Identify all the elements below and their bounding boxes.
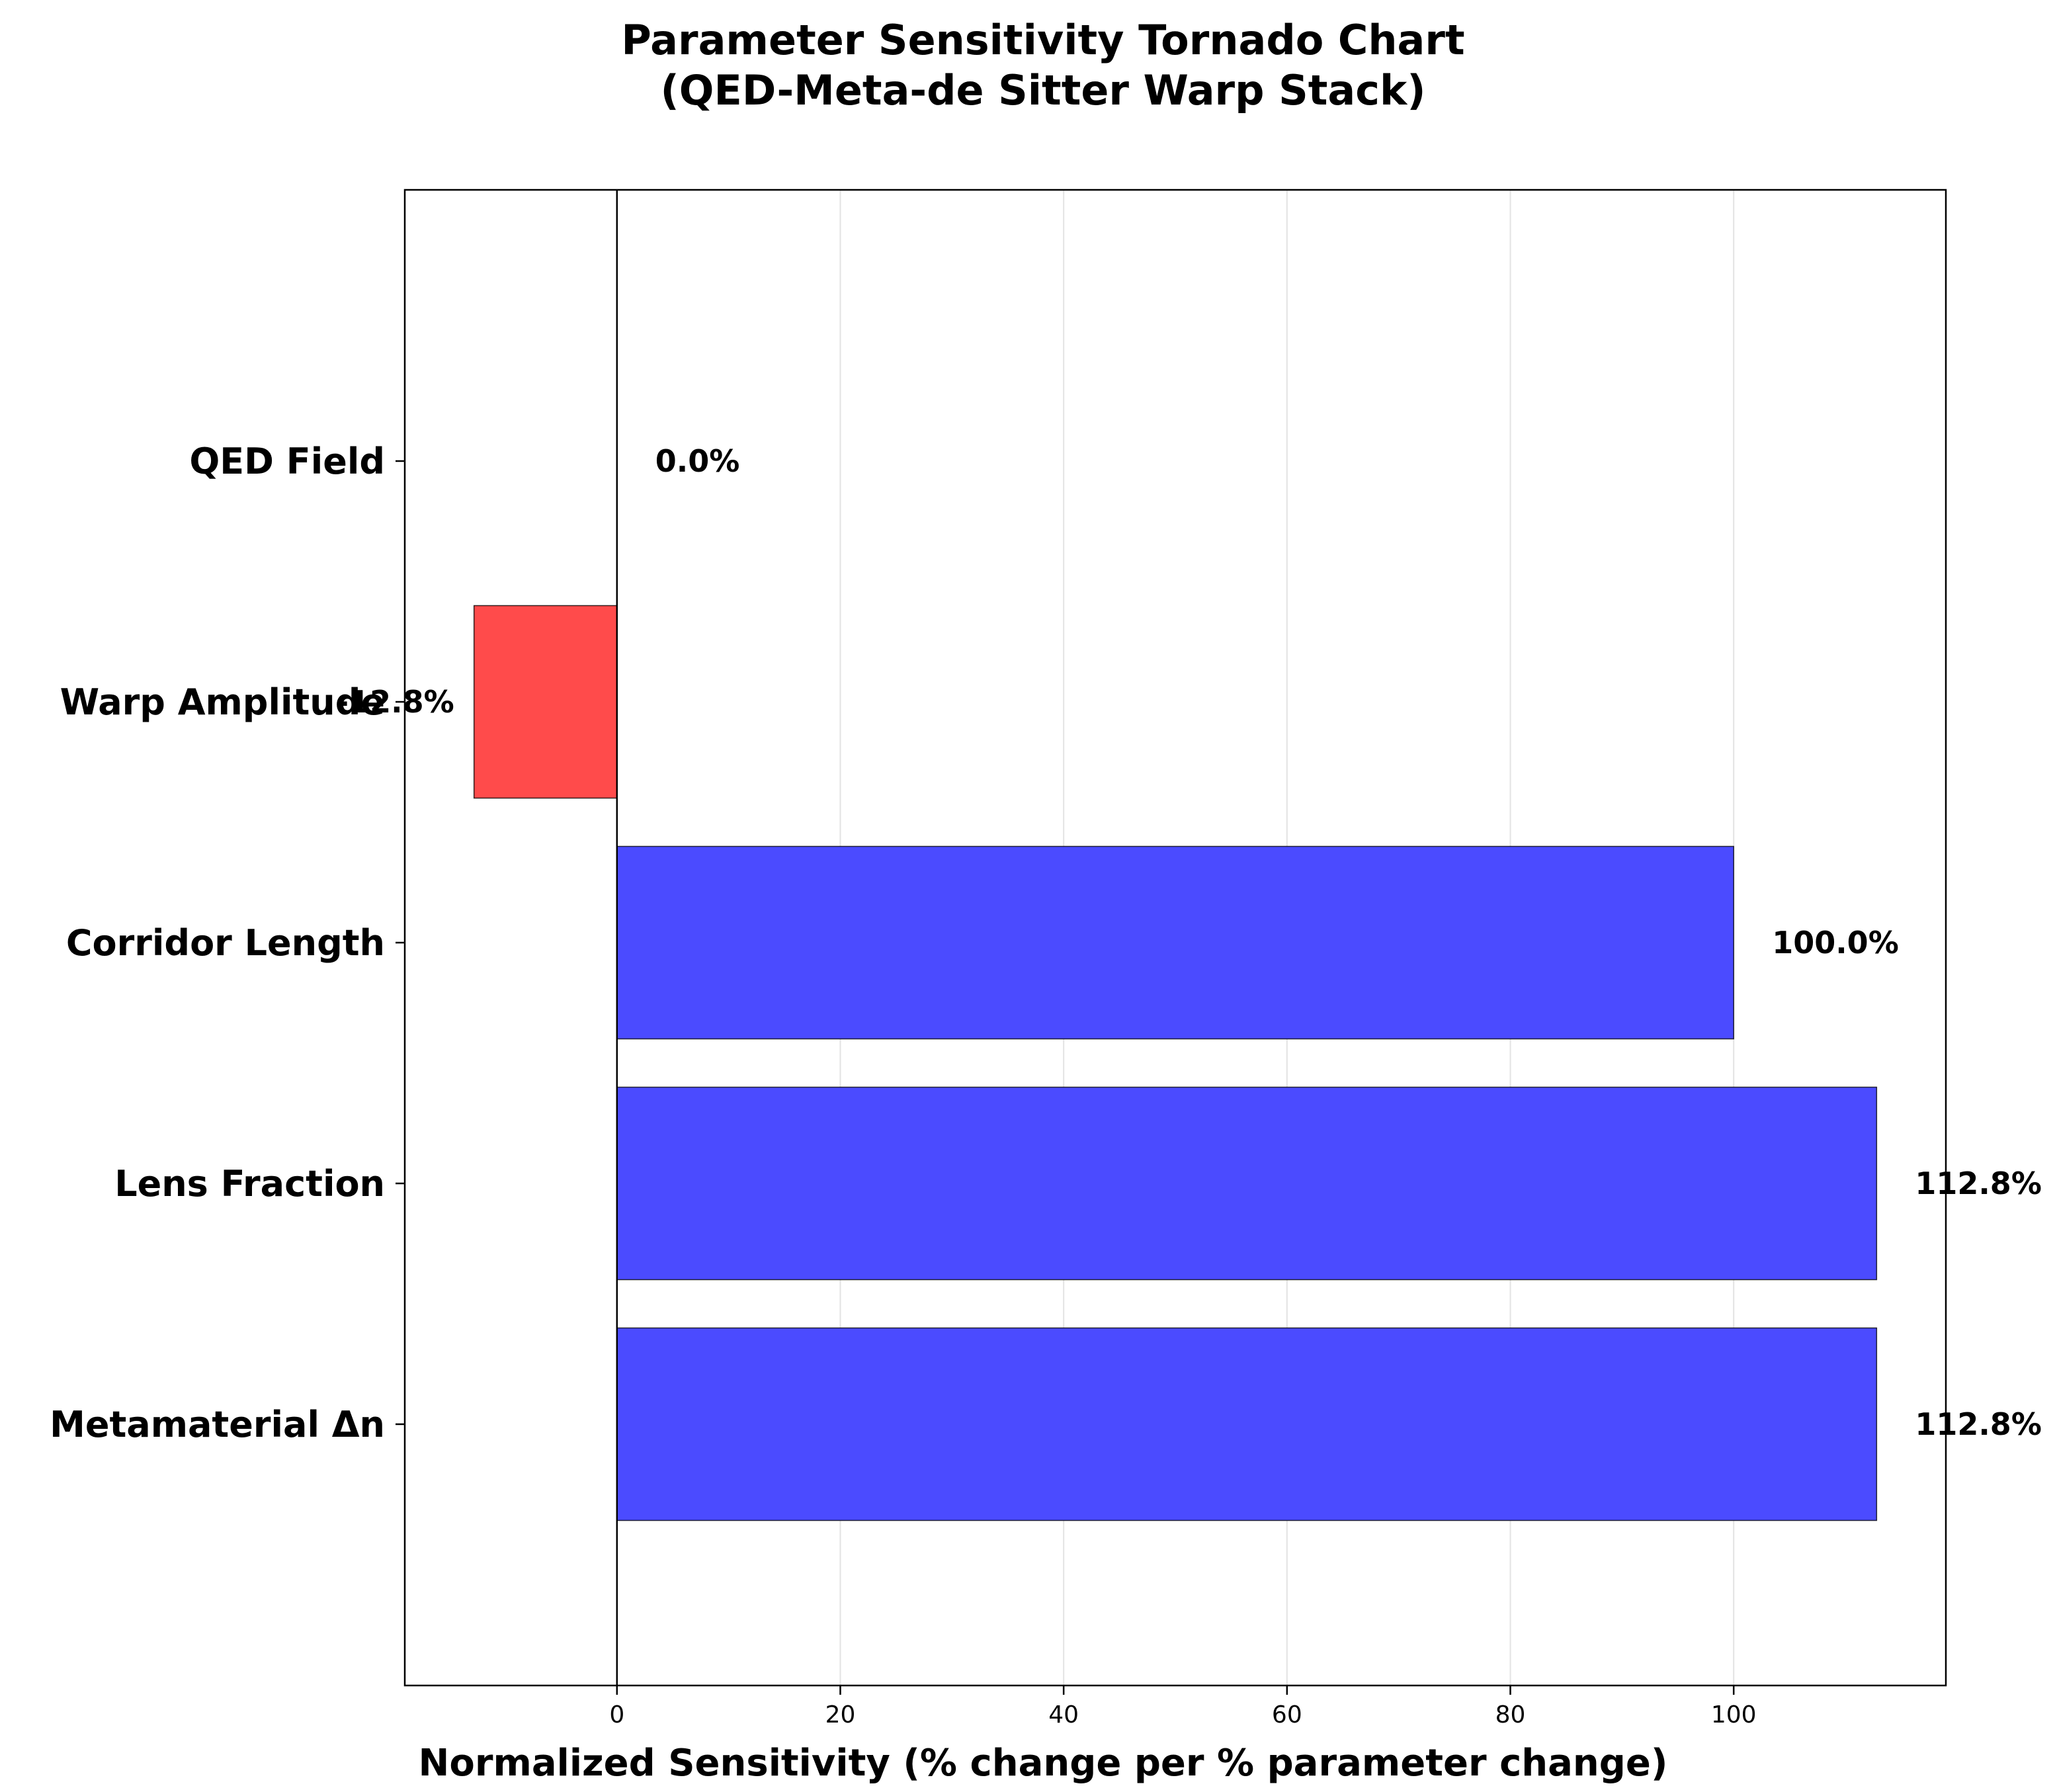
chart-subtitle: (QED-Meta-de Sitter Warp Stack): [660, 66, 1425, 114]
value-label-0: 0.0%: [655, 443, 740, 479]
x-axis-label: Normalized Sensitivity (% change per % p…: [419, 1742, 1668, 1785]
x-tick-label-5: 100: [1711, 1701, 1757, 1728]
bar-2: [616, 845, 1734, 1040]
y-tick-label-0: QED Field: [189, 441, 385, 482]
value-label-1: -12.8%: [336, 684, 454, 720]
bar-1: [473, 605, 618, 799]
x-tick-label-3: 60: [1272, 1701, 1302, 1728]
value-label-3: 112.8%: [1915, 1166, 2042, 1201]
x-tick-label-1: 20: [825, 1701, 856, 1728]
y-tick-label-3: Lens Fraction: [114, 1163, 385, 1205]
label-layer: QED Field Warp Amplitude Corridor Length Le…: [50, 441, 2042, 1445]
y-tick-label-4: Metamaterial Δn: [50, 1404, 385, 1445]
bar-3: [616, 1086, 1878, 1281]
x-tick-label-0: 0: [609, 1701, 624, 1728]
value-label-2: 100.0%: [1772, 925, 1899, 960]
plot-frame: [403, 189, 1947, 1687]
bar-4: [616, 1327, 1878, 1521]
axis-layer: 0 20 40 60 80 100: [396, 189, 1947, 1728]
bar-layer: [473, 605, 1878, 1521]
x-tick-label-4: 80: [1495, 1701, 1526, 1728]
chart-title: Parameter Sensitivity Tornado Chart: [621, 16, 1464, 64]
y-tick-label-1: Warp Amplitude: [60, 681, 385, 723]
x-tick-label-2: 40: [1048, 1701, 1079, 1728]
y-tick-label-2: Corridor Length: [66, 922, 385, 964]
value-label-4: 112.8%: [1915, 1406, 2042, 1442]
